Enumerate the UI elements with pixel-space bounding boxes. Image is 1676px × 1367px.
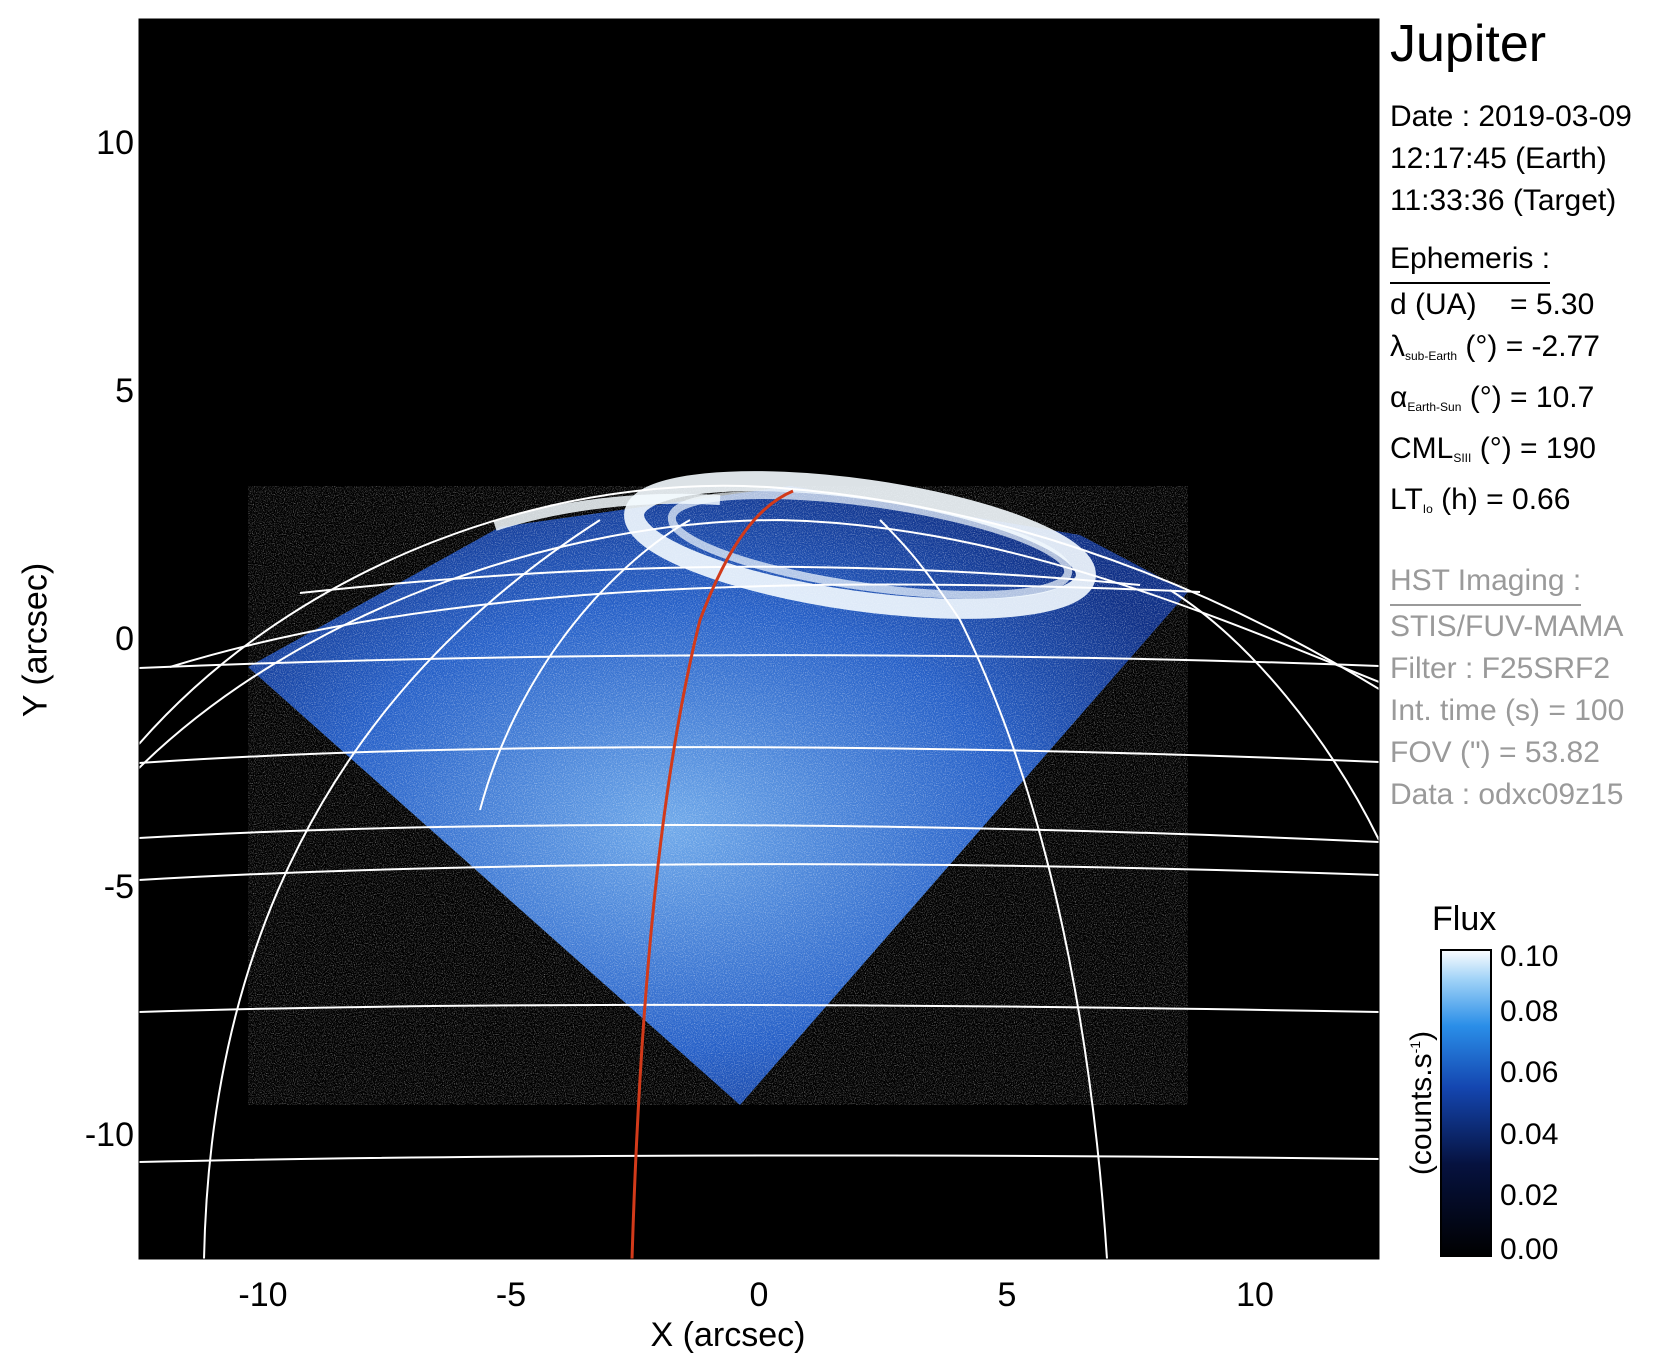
y-tick-label: 5	[115, 372, 134, 410]
colorbar-tick: 0.10	[1500, 940, 1559, 973]
colorbar-tick: 0.08	[1500, 995, 1559, 1028]
hst-data: Data : odxc09z15	[1390, 778, 1624, 811]
page-title: Jupiter	[1390, 15, 1547, 73]
ephemeris-alpha: αEarth-Sun (°) = 10.7	[1390, 381, 1595, 414]
y-ticks	[139, 142, 1379, 1136]
x-tick-label: -5	[495, 1276, 527, 1314]
hst-int-time: Int. time (s) = 100	[1390, 694, 1625, 727]
y-tick-label: 0	[115, 620, 134, 658]
hst-header: HST Imaging :	[1390, 560, 1582, 606]
emission-noise	[248, 486, 1188, 1105]
ephemeris-header: Ephemeris :	[1390, 238, 1551, 284]
colorbar-tick: 0.00	[1500, 1233, 1559, 1266]
y-tick-label: -10	[84, 1116, 134, 1154]
hst-instrument: STIS/FUV-MAMA	[1390, 610, 1624, 643]
time-target: 11:33:36 (Target)	[1390, 184, 1617, 217]
colorbar	[1440, 949, 1492, 1257]
ephemeris-distance: d (UA) = 5.30	[1390, 288, 1595, 321]
y-axis-label: Y (arcsec)	[16, 562, 55, 718]
x-tick-label: 0	[749, 1276, 769, 1314]
colorbar-gradient	[1440, 949, 1492, 1257]
y-tick-label: -5	[103, 868, 134, 906]
colorbar-tick: 0.02	[1500, 1179, 1559, 1212]
ephemeris-lambda: λsub-Earth (°) = -2.77	[1390, 330, 1600, 363]
x-tick-label: 5	[997, 1276, 1017, 1314]
auroral-oval	[493, 471, 1096, 619]
ephemeris-lt: LTIo (h) = 0.66	[1390, 483, 1571, 516]
date-label: Date : 2019-03-09	[1390, 100, 1632, 133]
x-tick-label: 10	[1236, 1276, 1274, 1314]
hst-fov: FOV (") = 53.82	[1390, 736, 1600, 769]
colorbar-unit: (counts.s-1)	[1405, 1030, 1438, 1176]
x-tick-label: -10	[238, 1276, 288, 1314]
x-axis-label: X (arcsec)	[650, 1316, 806, 1354]
cml-line	[630, 489, 794, 1259]
y-tick-label: 10	[96, 124, 134, 162]
x-ticks	[262, 19, 1256, 1259]
hst-filter: Filter : F25SRF2	[1390, 652, 1611, 685]
colorbar-tick: 0.06	[1500, 1056, 1559, 1089]
colorbar-tick: 0.04	[1500, 1118, 1559, 1151]
time-earth: 12:17:45 (Earth)	[1390, 142, 1607, 175]
ephemeris-cml: CMLSIII (°) = 190	[1390, 432, 1596, 465]
lat-lon-grid	[139, 484, 1379, 1259]
info-panel: Jupiter Date : 2019-03-09 12:17:45 (Eart…	[1390, 18, 1676, 816]
colorbar-title: Flux	[1432, 900, 1497, 938]
